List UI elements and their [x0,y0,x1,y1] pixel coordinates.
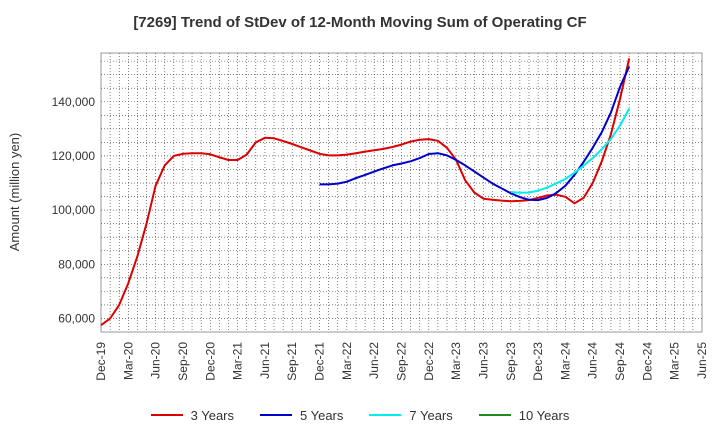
axis-ticks: 60,000 80,000 100,000 120,000 140,000 Dec-19 M… [52,95,709,381]
legend-swatch [260,414,292,416]
x-tick-label: Sep-20 [176,342,190,381]
x-tick-label: Dec-24 [640,342,654,381]
x-tick-label: Sep-22 [395,342,409,381]
series-lines [100,58,631,327]
x-tick-label: Jun-22 [367,342,381,379]
grid-lines [101,53,702,332]
y-tick-label: 60,000 [58,311,95,325]
legend-swatch [150,414,183,416]
legend-label: 3 Years [190,407,234,423]
x-tick-label: Dec-19 [94,342,108,381]
plot-area [100,52,703,333]
x-tick-label: Mar-23 [449,342,463,380]
x-tick-label: Jun-25 [695,342,709,379]
x-tick-label: Sep-24 [613,342,627,381]
x-tick-label: Jun-23 [476,342,490,379]
x-tick-label: Dec-20 [203,342,217,381]
chart-plot: 60,000 80,000 100,000 120,000 140,000 Dec-19 M… [7,52,709,381]
x-tick-label: Mar-21 [231,342,245,380]
x-tick-label: Mar-20 [121,342,135,380]
legend-label: 7 Years [409,407,453,423]
legend-item: 3 Years [150,407,234,423]
x-tick-label: Mar-25 [668,342,682,380]
x-tick-label: Dec-22 [422,342,436,381]
x-tick-label: Sep-21 [285,342,299,381]
legend-label: 10 Years [518,407,570,423]
chart-title: [7269] Trend of StDev of 12-Month Moving… [133,14,587,31]
x-tick-label: Mar-22 [340,342,354,380]
y-tick-label: 80,000 [58,257,95,271]
y-tick-label: 140,000 [52,95,96,109]
y-tick-label: 100,000 [52,203,96,217]
legend-item: 10 Years [478,407,570,423]
legend-item: 5 Years [260,408,343,423]
x-tick-label: Jun-20 [149,342,163,379]
x-tick-label: Mar-24 [558,342,572,380]
x-tick-label: Jun-21 [258,342,272,379]
series-line [510,108,631,194]
series-line [100,58,631,327]
legend-label: 5 Years [300,407,344,423]
legend: 3 Years 5 Years 7 Years 10 Years [0,404,720,426]
x-tick-label: Dec-21 [313,342,327,381]
legend-swatch [478,414,511,416]
y-axis-label: Amount (million yen) [7,133,22,252]
x-tick-label: Sep-23 [504,342,518,381]
x-tick-label: Dec-23 [531,342,545,381]
x-tick-label: Jun-24 [586,342,600,379]
legend-item: 7 Years [369,407,453,423]
y-tick-label: 120,000 [52,149,96,163]
legend-swatch [369,414,402,416]
